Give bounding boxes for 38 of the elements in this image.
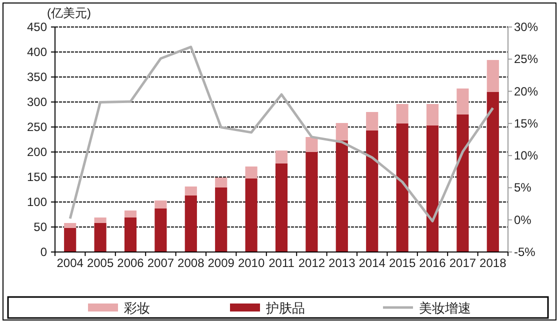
x-tick-label: 2008 — [178, 256, 205, 270]
y2-tick-label: 10% — [514, 148, 538, 163]
x-tick-label: 2016 — [419, 256, 446, 270]
x-tick-label: 2015 — [388, 256, 416, 270]
y-tick-label: 100 — [26, 195, 48, 209]
x-tick-label: 2005 — [86, 256, 114, 270]
y2-tick-label: 0% — [514, 212, 532, 227]
y-tick-label: 50 — [34, 220, 48, 234]
y2-tick-label: 15% — [514, 116, 538, 130]
x-tick-label: 2017 — [449, 256, 476, 270]
y2-tick-label: 5% — [514, 180, 532, 195]
x-tick-label: 2009 — [208, 256, 235, 270]
y2-tick-label: 25% — [514, 52, 538, 66]
x-tick-label: 2011 — [268, 256, 295, 270]
y2-tick-label: -5% — [514, 245, 536, 259]
legend-label: 护肤品 — [265, 300, 305, 316]
y-tick-label: 400 — [26, 45, 48, 59]
legend-label: 美妆增速 — [419, 300, 471, 316]
legend-label: 彩妆 — [124, 300, 150, 316]
x-tick-label: 2010 — [238, 256, 265, 270]
x-tick-label: 2013 — [328, 256, 356, 270]
x-tick-label: 2004 — [56, 256, 84, 270]
x-tick-label: 2007 — [147, 256, 174, 270]
y-tick-label: 250 — [26, 120, 48, 134]
x-tick-label: 2012 — [298, 256, 326, 270]
x-tick-label: 2006 — [117, 256, 144, 270]
x-tick-label: 2014 — [358, 256, 386, 270]
y-tick-label: 0 — [40, 245, 48, 259]
y-tick-label: 150 — [26, 170, 48, 184]
y-axis-title: (亿美元) — [47, 6, 91, 20]
y-tick-label: 300 — [26, 95, 48, 109]
y2-tick-label: 20% — [514, 84, 538, 98]
y-tick-label: 450 — [26, 20, 48, 34]
y-tick-label: 350 — [26, 70, 48, 84]
line-series — [68, 46, 494, 222]
x-tick-label: 2018 — [480, 256, 507, 270]
y-tick-label: 200 — [26, 145, 48, 159]
y2-tick-label: 30% — [514, 20, 538, 34]
